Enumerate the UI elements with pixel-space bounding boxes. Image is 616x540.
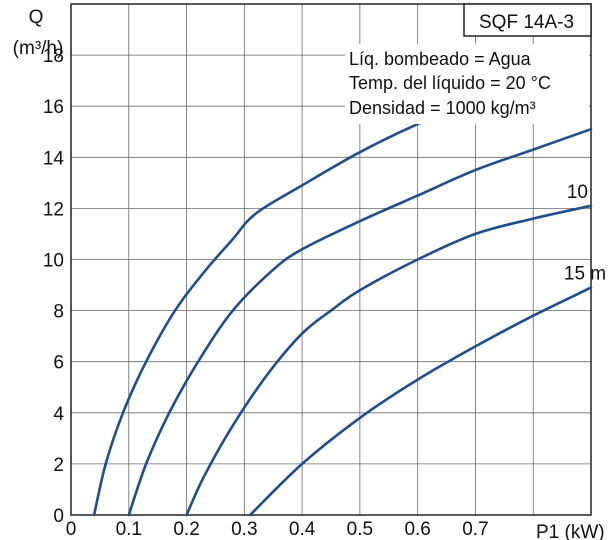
info-line-temperature: Temp. del líquido = 20 °C [349, 73, 551, 93]
x-tick-label: 0 [66, 519, 77, 540]
info-box-background [345, 44, 589, 124]
series-line [248, 286, 593, 517]
x-tick-label: 0.3 [231, 519, 257, 540]
y-tick-label: 14 [43, 148, 65, 169]
x-tick-label: 0.6 [404, 519, 430, 540]
x-tick-label: 0.4 [289, 519, 316, 540]
series-line [127, 127, 593, 517]
x-tick-labels: 0 0.1 0.2 0.3 0.4 0.5 0.6 0.7 [66, 519, 489, 540]
y-tick-label: 2 [53, 455, 64, 476]
x-axis-title-background [530, 518, 616, 540]
x-tick-label: 0.5 [347, 519, 373, 540]
y-axis-title-line2: (m³/h) [13, 38, 64, 59]
plot-frame [70, 3, 592, 516]
chart-title: SQF 14A-3 [479, 12, 574, 33]
y-tick-label: 4 [53, 404, 64, 425]
title-box: SQF 14A-3 [463, 3, 592, 37]
y-axis-title-line1: Q [29, 7, 44, 28]
y-tick-label: 18 [43, 46, 64, 67]
x-tick-label: 0.2 [173, 519, 199, 540]
y-tick-label: 10 [43, 251, 64, 272]
y-tick-label: 6 [53, 353, 64, 374]
x-tick-label: 0.1 [116, 519, 142, 540]
title-box-frame [463, 3, 592, 37]
series-line [185, 204, 593, 517]
series-label: 10 [567, 182, 588, 203]
y-tick-label: 0 [53, 506, 64, 527]
x-axis-title: P1 (kW) [536, 522, 605, 540]
y-tick-label: 8 [53, 302, 64, 323]
y-tick-label: 16 [43, 97, 64, 118]
series-label: 15 m [564, 264, 606, 285]
info-line-density: Densidad = 1000 kg/m³ [349, 98, 536, 118]
info-line-liquid: Líq. bombeado = Agua [349, 49, 532, 69]
y-tick-label: 12 [43, 199, 64, 220]
series-line [92, 87, 523, 517]
info-box: Líq. bombeado = Agua Temp. del líquido =… [345, 44, 589, 124]
series-group [92, 87, 593, 517]
y-tick-labels: 0 2 4 6 8 10 12 14 16 18 [43, 46, 65, 527]
x-tick-label: 0.7 [462, 519, 488, 540]
